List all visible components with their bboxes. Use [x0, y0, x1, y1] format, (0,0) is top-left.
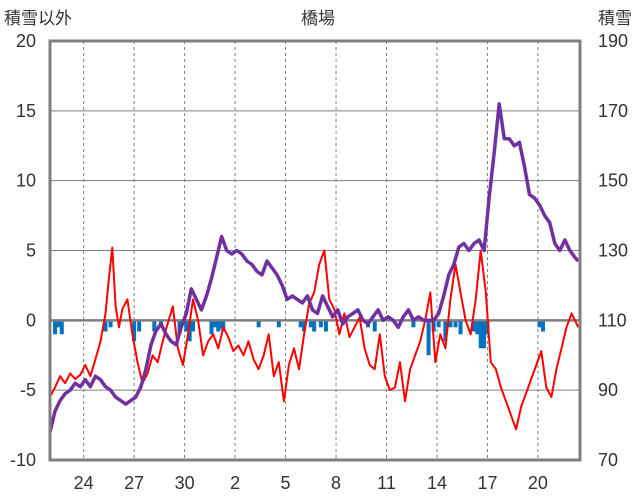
precipitation-bar [426, 320, 431, 356]
precipitation-bar [256, 320, 261, 328]
chart-title: 橋場 [301, 9, 335, 29]
precipitation-bars [53, 320, 545, 356]
x-tick-label: 11 [377, 473, 396, 493]
x-tick-label: 27 [124, 473, 144, 493]
left-tick-label: 20 [16, 31, 36, 51]
precipitation-bar [540, 320, 545, 332]
right-tick-label: 90 [598, 380, 618, 400]
precipitation-bar [308, 320, 313, 328]
precipitation-bar [103, 320, 108, 332]
x-tick-label: 5 [281, 473, 291, 493]
x-tick-label: 20 [528, 473, 548, 493]
precipitation-bar [318, 320, 323, 328]
plot-frame [48, 39, 582, 462]
precipitation-bar [302, 320, 307, 332]
left-tick-label: 10 [16, 171, 36, 191]
precipitation-bar [443, 320, 448, 342]
precipitation-bar [217, 320, 222, 329]
precipitation-bar [108, 320, 113, 328]
precipitation-bar [472, 320, 476, 332]
precipitation-bar [537, 320, 542, 328]
precipitation-bar [56, 320, 61, 328]
series-lines [48, 102, 580, 433]
precipitation-bar [221, 320, 226, 332]
precipitation-bar [475, 320, 480, 335]
left-tick-label: 15 [16, 101, 36, 121]
precipitation-bar [298, 320, 303, 328]
precipitation-bar [187, 320, 192, 342]
precipitation-bar [312, 320, 317, 332]
x-axis-ticks: 24 27 30 2 5 8 11 14 17 20 [74, 473, 548, 493]
right-tick-label: 70 [598, 450, 618, 470]
x-tick-label: 8 [331, 473, 341, 493]
right-tick-label: 170 [598, 101, 628, 121]
precipitation-bar [152, 320, 157, 332]
precipitation-bar [411, 320, 416, 328]
x-tick-label: 2 [230, 473, 240, 493]
precipitation-bar [191, 320, 196, 332]
precipitation-bar [209, 320, 214, 335]
precipitation-bar [478, 320, 483, 349]
precipitation-bar [53, 320, 58, 335]
precipitation-bar [184, 320, 189, 332]
x-tick-label: 14 [427, 473, 447, 493]
precipitation-bar [482, 320, 487, 349]
precipitation-bar [436, 320, 441, 328]
precipitation-bar [453, 320, 458, 328]
x-tick-label: 17 [477, 473, 497, 493]
precipitation-bar [448, 320, 453, 328]
precipitation-bar [323, 320, 328, 332]
precipitation-bar [212, 320, 217, 328]
series-line-right [48, 102, 580, 433]
right-axis-label: 積雪 [598, 9, 632, 29]
left-tick-label: -10 [10, 450, 36, 470]
right-axis-ticks: 190 170 150 130 110 90 70 [598, 31, 628, 470]
right-tick-label: 130 [598, 241, 628, 261]
x-tick-label: 30 [175, 473, 195, 493]
precipitation-bar [137, 320, 142, 332]
right-tick-label: 190 [598, 31, 628, 51]
precipitation-bar [276, 320, 281, 328]
left-tick-label: 5 [26, 241, 36, 261]
left-tick-label: -5 [20, 380, 36, 400]
precipitation-bar [372, 320, 377, 332]
right-tick-label: 110 [598, 310, 627, 330]
left-axis-label: 積雪以外 [4, 9, 72, 29]
x-tick-label: 24 [74, 473, 94, 493]
precipitation-bar [458, 320, 463, 335]
precipitation-bar [59, 320, 64, 335]
left-axis-ticks: 20 15 10 5 0 -5 -10 [10, 31, 36, 470]
right-tick-label: 150 [598, 171, 628, 191]
precipitation-bar [132, 320, 137, 342]
left-tick-label: 0 [26, 310, 36, 330]
